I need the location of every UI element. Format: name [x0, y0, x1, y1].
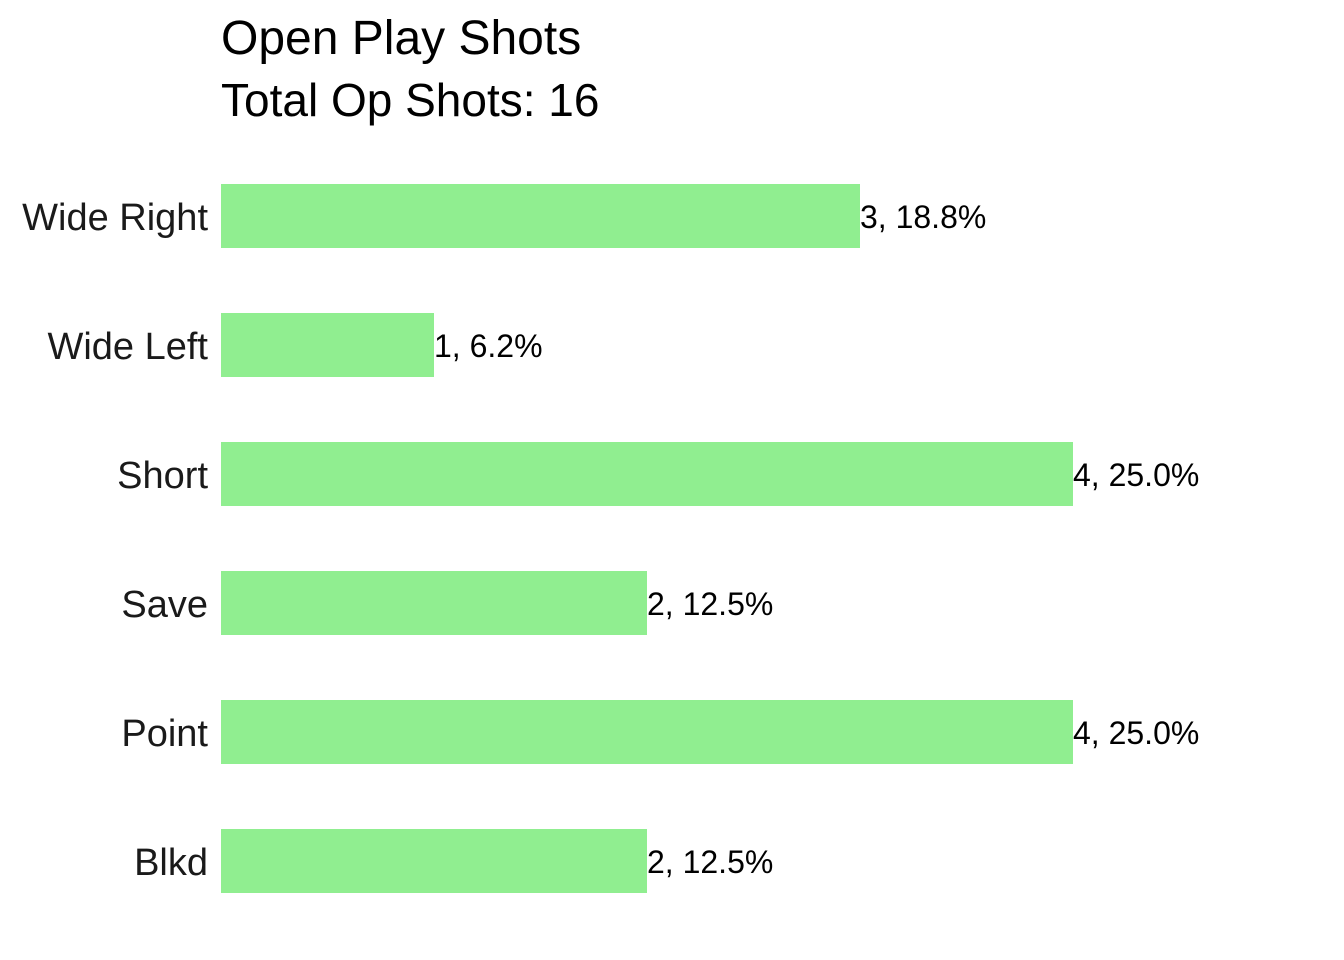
- chart-title: Open Play Shots: [221, 12, 581, 65]
- category-label: Wide Left: [47, 326, 208, 368]
- data-label: 1, 6.2%: [434, 328, 543, 364]
- data-label: 2, 12.5%: [647, 586, 773, 622]
- data-label: 4, 25.0%: [1073, 457, 1199, 493]
- bar-save: [221, 571, 647, 635]
- data-label: 2, 12.5%: [647, 844, 773, 880]
- bar-short: [221, 442, 1073, 506]
- category-label: Short: [117, 455, 208, 497]
- chart-subtitle: Total Op Shots: 16: [221, 74, 599, 126]
- data-label: 3, 18.8%: [860, 199, 986, 235]
- category-label: Blkd: [134, 842, 208, 884]
- category-label: Point: [121, 713, 208, 755]
- bars-group: Wide Right 3, 18.8% Wide Left 1, 6.2% Short 4…: [22, 184, 1199, 893]
- category-label: Save: [121, 584, 208, 626]
- bar-point: [221, 700, 1073, 764]
- data-label: 4, 25.0%: [1073, 715, 1199, 751]
- bar-wide-left: [221, 313, 434, 377]
- bar-blkd: [221, 829, 647, 893]
- bar-wide-right: [221, 184, 860, 248]
- category-label: Wide Right: [22, 197, 208, 239]
